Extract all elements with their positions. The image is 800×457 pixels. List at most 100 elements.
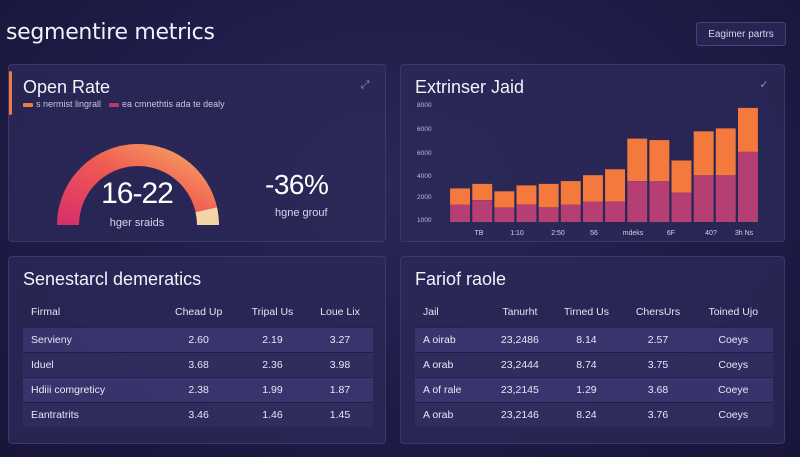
- legend-swatch-orange: [23, 102, 33, 107]
- bar-segment-base[interactable]: [450, 204, 470, 222]
- legend-item: s nermist lingrall: [23, 99, 101, 109]
- x-tick-label: 56: [590, 230, 598, 237]
- column-header[interactable]: Tripal Us: [251, 305, 294, 318]
- y-tick-label: 8000: [417, 102, 432, 109]
- extrinser-panel: Extrinser Jaid ✓ 8000 6000 6000 4000 2000 100…: [400, 64, 785, 242]
- column-header[interactable]: Loue Lix: [320, 305, 360, 318]
- column-header[interactable]: Jail: [423, 305, 439, 318]
- column-header[interactable]: Tanurht: [502, 305, 538, 318]
- legend-item: ea cmnethtis ada te dealy: [109, 99, 225, 109]
- column-header[interactable]: ChersUrs: [635, 305, 681, 318]
- table-cell: 23,2486: [500, 333, 539, 346]
- column-header[interactable]: Firmal: [31, 305, 61, 318]
- bar-segment-base[interactable]: [472, 200, 493, 222]
- bar-segment-top[interactable]: [715, 128, 736, 176]
- table-cell: Hdiii comgreticy: [31, 383, 106, 396]
- extrinser-bar-chart: 8000 6000 6000 4000 2000 1000 TB 1:10 2:50 56 mdek…: [417, 102, 758, 237]
- table-cell: 1.45: [329, 408, 351, 421]
- table-row[interactable]: A of rale 23,2145 1.29 3.68 Coeye: [415, 377, 773, 402]
- y-tick-label: 2000: [417, 194, 432, 201]
- bar-segment-base[interactable]: [494, 207, 515, 223]
- bar-segment-top[interactable]: [583, 175, 603, 202]
- table-cell: 23,2145: [500, 383, 539, 396]
- table-cell: 23,2146: [500, 408, 539, 421]
- table-cell: Coeys: [718, 333, 749, 346]
- page-title: segmentire metrics: [6, 20, 215, 45]
- column-header[interactable]: Tirned Us: [563, 305, 609, 318]
- table-row[interactable]: Hdiii comgreticy 2.38 1.99 1.87: [23, 377, 373, 402]
- bar-segment-top[interactable]: [538, 183, 559, 208]
- table-cell: Coeye: [718, 383, 749, 396]
- x-tick-label: 3h Ns: [735, 230, 754, 237]
- bar-segment-top[interactable]: [671, 160, 692, 193]
- open-rate-gauge: [57, 144, 219, 226]
- bar-segment-top[interactable]: [693, 131, 714, 176]
- fariof-table: Jail Tanurht Tirned Us ChersUrs Toined U…: [415, 297, 773, 427]
- bar-segment-base[interactable]: [738, 151, 758, 222]
- bar-segment-base[interactable]: [560, 204, 581, 222]
- table-cell: 3.46: [188, 408, 209, 421]
- table-row[interactable]: A orab 23,2444 8.74 3.75 Coeys: [415, 352, 773, 377]
- table-cell: 8.24: [576, 408, 597, 421]
- gauge-tip: [195, 207, 219, 226]
- table-row[interactable]: A orab 23,2146 8.24 3.76 Coeys: [415, 402, 773, 427]
- gauge-fill: [57, 144, 218, 226]
- legend-label: s nermist lingrall: [36, 99, 102, 109]
- table-row[interactable]: Eantratrits 3.46 1.46 1.45: [23, 402, 373, 427]
- table-cell: Eantratrits: [31, 408, 79, 421]
- y-tick-label: 4000: [417, 173, 432, 180]
- bar-segment-base[interactable]: [649, 181, 670, 223]
- bar-segment-top[interactable]: [560, 181, 581, 205]
- x-tick-label: TB: [475, 230, 484, 237]
- bar-segment-top[interactable]: [627, 138, 648, 181]
- table-cell: 2.38: [188, 383, 209, 396]
- open-rate-panel: Open Rate ⤢ s nermist lingrall ea cmneth…: [8, 64, 386, 242]
- bar-segment-top[interactable]: [738, 107, 758, 152]
- table-cell: 8.14: [576, 333, 597, 346]
- bar-segment-top[interactable]: [516, 185, 537, 205]
- segment-demographics-table: Firmal Chead Up Tripal Us Loue Lix Servi…: [23, 297, 373, 427]
- table-cell: 1.29: [576, 383, 597, 396]
- bar-segment-base[interactable]: [538, 207, 559, 223]
- segment-demographics-panel: Senestarcl demeratics Firmal Chead Up Tr…: [8, 256, 386, 444]
- table-cell: 3.27: [329, 333, 351, 346]
- bar-segment-top[interactable]: [450, 188, 470, 205]
- open-rate-legend: s nermist lingrall ea cmnethtis ada te d…: [23, 99, 225, 109]
- table-cell: 1.99: [262, 383, 283, 396]
- bar-segment-base[interactable]: [671, 192, 692, 223]
- column-header[interactable]: Toined Ujo: [708, 305, 759, 318]
- bar-segment-base[interactable]: [627, 181, 648, 223]
- check-icon[interactable]: ✓: [759, 79, 769, 91]
- legend-label: ea cmnethtis ada te dealy: [122, 99, 225, 109]
- gauge-label: hger sraids: [109, 217, 165, 229]
- bar-segment-base[interactable]: [715, 175, 736, 222]
- y-tick-label: 6000: [417, 150, 432, 157]
- x-tick-label: 6F: [667, 230, 675, 237]
- table-row[interactable]: A oirab 23,2486 8.14 2.57 Coeys: [415, 327, 773, 352]
- bar-segment-base[interactable]: [605, 201, 625, 222]
- x-tick-label: mdeks: [623, 230, 644, 237]
- table-row[interactable]: Servieny 2.60 2.19 3.27: [23, 327, 373, 352]
- bar-segment-top[interactable]: [494, 191, 515, 208]
- table-row[interactable]: Iduel 3.68 2.36 3.98: [23, 352, 373, 377]
- bar-segment-base[interactable]: [693, 175, 714, 222]
- table-cell: 8.74: [576, 358, 597, 371]
- bar-segment-base[interactable]: [583, 201, 603, 222]
- table-cell: 2.19: [262, 333, 283, 346]
- table-header-row: Firmal Chead Up Tripal Us Loue Lix: [23, 297, 373, 327]
- expand-icon[interactable]: ⤢: [360, 79, 370, 91]
- bar-segment-top[interactable]: [649, 140, 670, 182]
- change-value: -36%: [265, 169, 329, 200]
- table-cell: 2.57: [647, 333, 669, 346]
- bar-segment-top[interactable]: [605, 169, 625, 202]
- bar-segment-base[interactable]: [516, 204, 537, 222]
- bar-segment-top[interactable]: [472, 183, 493, 200]
- column-header[interactable]: Chead Up: [175, 305, 223, 318]
- table-cell: 2.36: [262, 358, 283, 371]
- open-rate-title: Open Rate: [23, 77, 111, 97]
- accent-bar: [9, 71, 12, 115]
- table-cell: 23,2444: [500, 358, 539, 371]
- table-header-row: Jail Tanurht Tirned Us ChersUrs Toined U…: [415, 297, 773, 327]
- table-cell: Coeys: [718, 408, 749, 421]
- export-button[interactable]: Eagimer partrs: [696, 22, 786, 46]
